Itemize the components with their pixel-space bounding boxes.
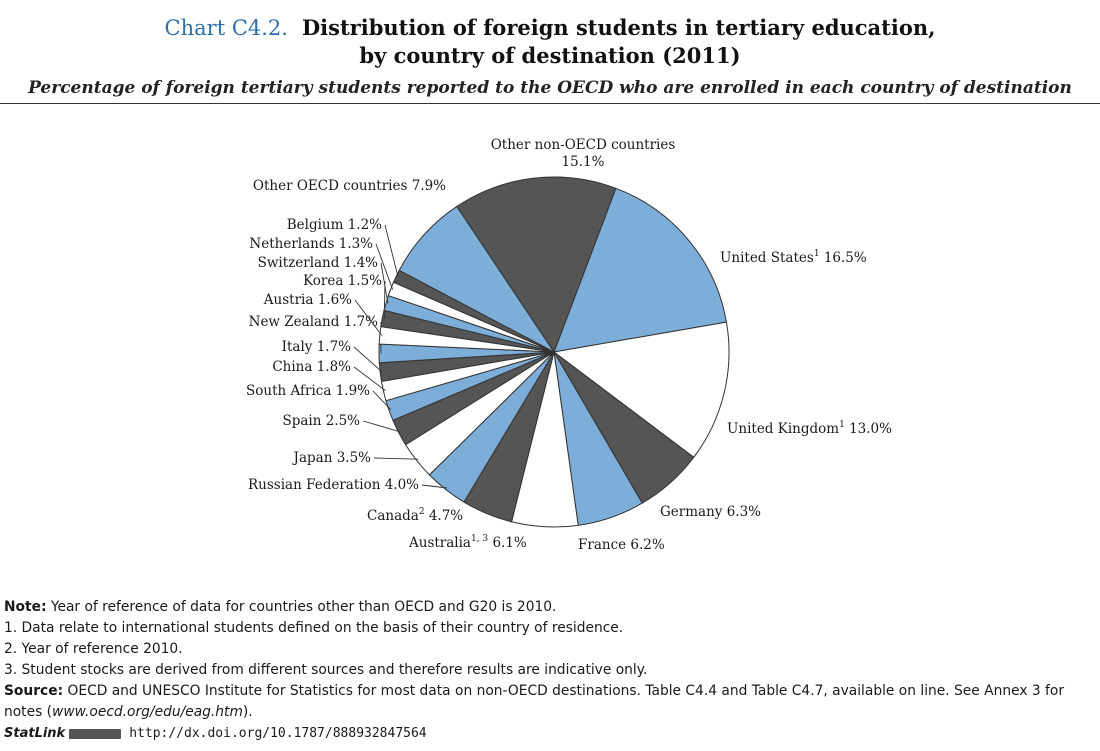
leader-line — [353, 366, 386, 391]
slice-label: South Africa 1.9% — [246, 383, 370, 399]
source-end: ). — [242, 704, 253, 720]
leader-line — [421, 484, 448, 489]
slice-label: Italy 1.7% — [282, 339, 352, 355]
title-line-2: by country of destination (2011) — [359, 43, 741, 68]
slice-label: Other OECD countries 7.9% — [253, 178, 446, 194]
chart-subtitle: Percentage of foreign tertiary students … — [28, 78, 1072, 98]
slice-label: Netherlands 1.3% — [249, 236, 373, 252]
leader-line — [380, 262, 389, 304]
chart-number: Chart C4.2. — [164, 16, 288, 40]
footnote-2: 2. Year of reference 2010. — [4, 641, 183, 657]
slice-label: Russian Federation 4.0% — [248, 477, 419, 493]
footnote-3: 3. Student stocks are derived from diffe… — [4, 662, 648, 678]
slice-label: France 6.2% — [578, 537, 665, 553]
slice-label: China 1.8% — [272, 359, 351, 375]
slice-label: Canada2 4.7% — [367, 507, 463, 524]
leader-line — [375, 243, 394, 290]
leader-line — [353, 346, 383, 373]
slice-label: Austria 1.6% — [263, 292, 352, 308]
title-divider — [0, 103, 1100, 104]
slice-label: Belgium 1.2% — [287, 217, 382, 233]
note-label: Note: — [4, 599, 47, 615]
statlink-logo-icon — [69, 728, 122, 739]
statlink-url[interactable]: http://dx.doi.org/10.1787/888932847564 — [129, 726, 427, 741]
slice-label: Germany 6.3% — [660, 504, 761, 520]
pie-slice-other-non-oecd-countries — [456, 176, 617, 354]
source-link[interactable]: www.oecd.org/edu/eag.htm — [52, 704, 243, 720]
source-text: OECD and UNESCO Institute for Statistics… — [4, 683, 1065, 720]
slice-label: Switzerland 1.4% — [258, 255, 379, 271]
statlink-label: StatLink — [4, 726, 66, 741]
notes-block: Note: Year of reference of data for coun… — [4, 597, 1096, 723]
leader-line — [354, 299, 383, 336]
leader-line — [384, 224, 399, 278]
slice-label: Australia1, 3 6.1% — [408, 534, 527, 551]
source-line: Source: OECD and UNESCO Institute for St… — [4, 681, 1096, 723]
footnote-1: 1. Data relate to international students… — [4, 620, 624, 636]
slice-label: Spain 2.5% — [282, 413, 360, 429]
note-line: Note: Year of reference of data for coun… — [4, 597, 1096, 618]
leader-line — [362, 420, 401, 433]
title-line-1: Distribution of foreign students in tert… — [301, 15, 936, 40]
slice-label: United Kingdom1 13.0% — [727, 420, 892, 437]
slice-label: United States1 16.5% — [720, 249, 867, 266]
pie-slice-united-kingdom — [552, 321, 730, 459]
slice-label: Other non-OECD countries 15.1% — [491, 137, 676, 170]
chart-title: Chart C4.2. Distribution of foreign stude… — [0, 14, 1100, 69]
statlink: StatLink http://dx.doi.org/10.1787/888932… — [4, 726, 427, 741]
source-label: Source: — [4, 683, 64, 699]
slice-label: Japan 3.5% — [292, 450, 372, 466]
slice-label: Korea 1.5% — [303, 273, 382, 289]
slice-label: New Zealand 1.7% — [249, 314, 379, 330]
pie-slice-united-states — [553, 187, 728, 353]
note-text: Year of reference of data for countries … — [50, 599, 557, 615]
leader-line — [372, 390, 392, 411]
leader-line — [373, 457, 419, 460]
